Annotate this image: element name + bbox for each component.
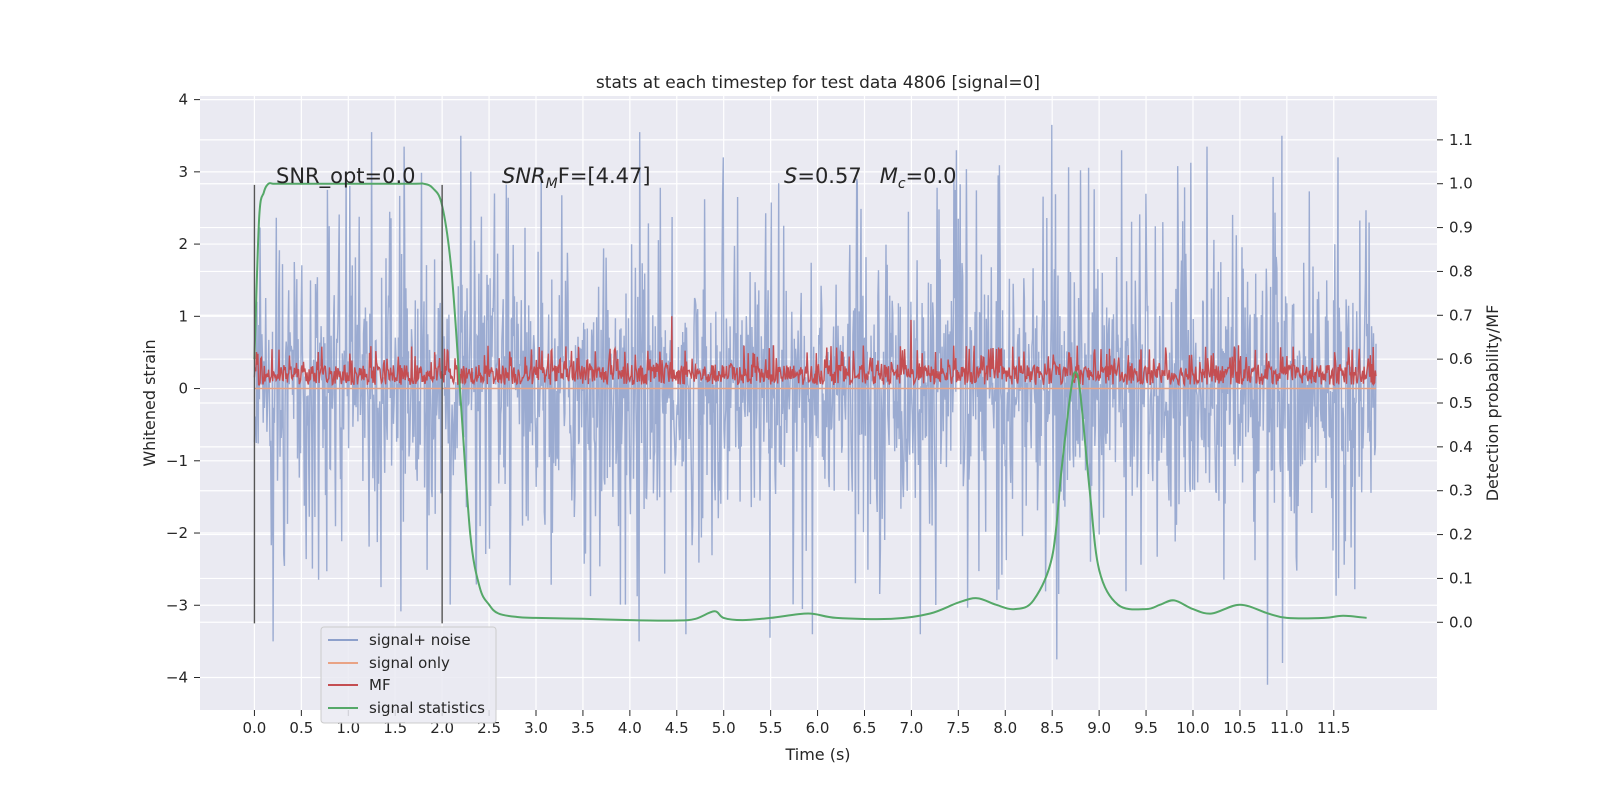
- y-axis-right-label: Detection probability/MF: [1483, 305, 1502, 502]
- y-tick-label: 4: [178, 91, 188, 109]
- y-right-tick-label: 0.3: [1449, 482, 1473, 500]
- y-tick-label: −3: [166, 596, 188, 614]
- x-tick-label: 9.5: [1134, 719, 1158, 737]
- y-right-tick-label: 0.4: [1449, 438, 1473, 456]
- y-tick-label: −1: [166, 452, 188, 470]
- series-signal-statistics-line: [253, 182, 1367, 622]
- marker-layer: [253, 184, 443, 624]
- chart-title: stats at each timestep for test data 480…: [596, 73, 1040, 93]
- series-signal-noise-line: [253, 124, 1377, 685]
- annotation-mc-main: M: [880, 164, 898, 188]
- y-right-tick-label: 0.8: [1449, 262, 1473, 280]
- annotation-snr-mf-sub: M: [546, 176, 558, 192]
- legend-label-signal-statistics: signal statistics: [369, 699, 485, 717]
- x-tick-label: 6.0: [806, 719, 830, 737]
- y-axis-label: Whitened strain: [140, 339, 159, 466]
- x-tick-label: 4.5: [665, 719, 689, 737]
- y-tick-label: 3: [178, 163, 188, 181]
- y-right-tick-label: 0.6: [1449, 350, 1473, 368]
- series-mf-line: [253, 316, 1377, 387]
- x-tick-label: 8.0: [993, 719, 1017, 737]
- y-right-tick-label: 0.9: [1449, 219, 1473, 237]
- annotation-s-tail: =0.57: [797, 164, 861, 188]
- y-tick-label: −2: [166, 524, 188, 542]
- x-tick-label: 10.0: [1176, 719, 1209, 737]
- y-right-tick-label: 0.7: [1449, 306, 1473, 324]
- x-tick-label: 11.0: [1270, 719, 1303, 737]
- annotation-snr-mf-tail: F=[4.47]: [558, 164, 651, 188]
- x-tick-label: 7.0: [899, 719, 923, 737]
- data-layer: [253, 124, 1377, 685]
- annotation-snr-opt: SNR_opt=0.0: [276, 164, 416, 189]
- x-tick-label: 4.0: [618, 719, 642, 737]
- y-right-tick-label: 0.5: [1449, 394, 1473, 412]
- tick-layer: 0.0 0.5 1.0 1.5 2.0 2.5 3.0 3.5 4.0 4.5 5.0 5.5 6.0 6…: [166, 91, 1473, 737]
- y-right-tick-label: 0.0: [1449, 613, 1473, 631]
- y-right-tick-label: 0.2: [1449, 526, 1473, 544]
- x-tick-label: 9.0: [1087, 719, 1111, 737]
- annotation-snr-mf: SNRMF=[4.47]: [502, 164, 651, 192]
- y-right-tick-label: 1.0: [1449, 175, 1473, 193]
- legend: signal+ noise signal only MF signal stat…: [320, 626, 497, 724]
- y-right-tick-label: 0.1: [1449, 569, 1473, 587]
- x-tick-label: 3.5: [571, 719, 595, 737]
- annotation-mc-tail: =0.0: [906, 164, 957, 188]
- x-tick-label: 7.5: [946, 719, 970, 737]
- legend-label-signal-only: signal only: [369, 654, 450, 672]
- annotation-s-mc: S=0.57 Mc=0.0: [784, 164, 957, 192]
- x-tick-label: 5.5: [759, 719, 783, 737]
- y-tick-label: 1: [178, 307, 188, 325]
- y-tick-label: 0: [178, 380, 188, 398]
- x-axis-label: Time (s): [784, 745, 850, 764]
- x-tick-label: 8.5: [1040, 719, 1064, 737]
- legend-box: [320, 626, 497, 724]
- x-tick-label: 3.0: [524, 719, 548, 737]
- legend-label-mf: MF: [369, 676, 391, 694]
- x-tick-label: 11.5: [1317, 719, 1350, 737]
- grid-layer: [200, 96, 1437, 710]
- annotation-s-main: S: [784, 164, 797, 188]
- x-tick-label: 0.0: [243, 719, 267, 737]
- y-tick-label: −4: [166, 668, 188, 686]
- x-tick-label: 6.5: [853, 719, 877, 737]
- annotation-mc-sub: c: [898, 176, 906, 192]
- annotation-snr-mf-main: SNR: [502, 164, 546, 188]
- x-tick-label: 10.5: [1223, 719, 1256, 737]
- y-right-tick-label: 1.1: [1449, 131, 1473, 149]
- x-tick-label: 5.0: [712, 719, 736, 737]
- x-tick-label: 0.5: [289, 719, 313, 737]
- legend-label-signal-noise: signal+ noise: [369, 631, 471, 649]
- y-tick-label: 2: [178, 235, 188, 253]
